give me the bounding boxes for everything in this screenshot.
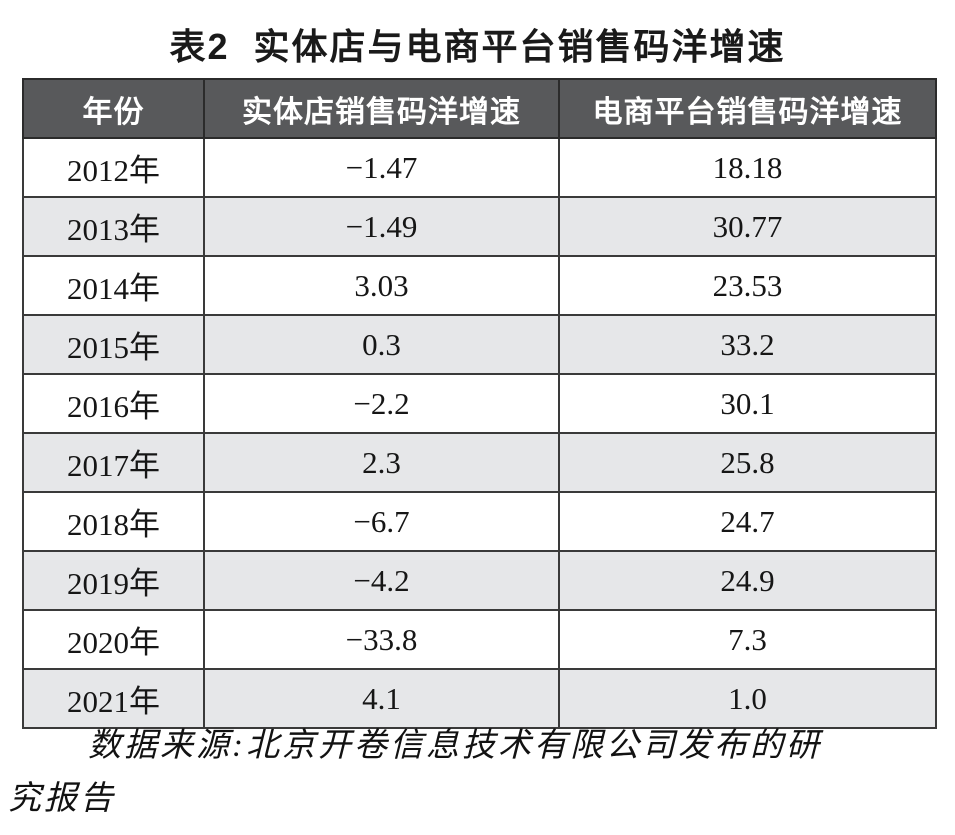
ecommerce-growth-cell: 24.7: [558, 491, 937, 552]
ecommerce-growth-cell: 7.3: [558, 609, 937, 670]
physical-growth-cell: −33.8: [203, 609, 560, 670]
year-cell: 2018年: [22, 491, 205, 552]
column-header-physical-store-growth: 实体店销售码洋增速: [203, 78, 560, 139]
ecommerce-growth-cell: 18.18: [558, 137, 937, 198]
year-cell: 2016年: [22, 373, 205, 434]
table-row: 2017年 2.3 25.8: [22, 432, 937, 493]
physical-growth-cell: 2.3: [203, 432, 560, 493]
year-cell: 2017年: [22, 432, 205, 493]
table-row: 2021年 4.1 1.0: [22, 668, 937, 729]
physical-growth-cell: −1.49: [203, 196, 560, 257]
ecommerce-growth-cell: 33.2: [558, 314, 937, 375]
year-cell: 2015年: [22, 314, 205, 375]
table-row: 2013年 −1.49 30.77: [22, 196, 937, 257]
table-row: 2018年 −6.7 24.7: [22, 491, 937, 552]
data-source-note: 数据来源:北京开卷信息技术有限公司发布的研 究报告: [8, 720, 938, 826]
year-cell: 2014年: [22, 255, 205, 316]
table-row: 2015年 0.3 33.2: [22, 314, 937, 375]
data-source-note-line-2: 究报告: [8, 781, 116, 817]
physical-growth-cell: −4.2: [203, 550, 560, 611]
table-row: 2012年 −1.47 18.18: [22, 137, 937, 198]
table-row: 2014年 3.03 23.53: [22, 255, 937, 316]
year-cell: 2021年: [22, 668, 205, 729]
sales-growth-table: 年份 实体店销售码洋增速 电商平台销售码洋增速 2012年 −1.47 18.1…: [22, 78, 937, 729]
column-header-year: 年份: [22, 78, 205, 139]
year-cell: 2012年: [22, 137, 205, 198]
physical-growth-cell: −6.7: [203, 491, 560, 552]
year-cell: 2019年: [22, 550, 205, 611]
year-cell: 2013年: [22, 196, 205, 257]
header-row: 年份 实体店销售码洋增速 电商平台销售码洋增速: [22, 78, 937, 139]
ecommerce-growth-cell: 1.0: [558, 668, 937, 729]
physical-growth-cell: 0.3: [203, 314, 560, 375]
ecommerce-growth-cell: 25.8: [558, 432, 937, 493]
table-row: 2019年 −4.2 24.9: [22, 550, 937, 611]
ecommerce-growth-cell: 30.1: [558, 373, 937, 434]
physical-growth-cell: −1.47: [203, 137, 560, 198]
ecommerce-growth-cell: 30.77: [558, 196, 937, 257]
ecommerce-growth-cell: 24.9: [558, 550, 937, 611]
data-source-note-line-1: 数据来源:北京开卷信息技术有限公司发布的研: [88, 728, 822, 764]
table-title: 表2 实体店与电商平台销售码洋增速: [169, 26, 786, 67]
ecommerce-growth-cell: 23.53: [558, 255, 937, 316]
year-cell: 2020年: [22, 609, 205, 670]
physical-growth-cell: 4.1: [203, 668, 560, 729]
column-header-ecommerce-growth: 电商平台销售码洋增速: [558, 78, 937, 139]
physical-growth-cell: −2.2: [203, 373, 560, 434]
physical-growth-cell: 3.03: [203, 255, 560, 316]
table-row: 2020年 −33.8 7.3: [22, 609, 937, 670]
table-row: 2016年 −2.2 30.1: [22, 373, 937, 434]
